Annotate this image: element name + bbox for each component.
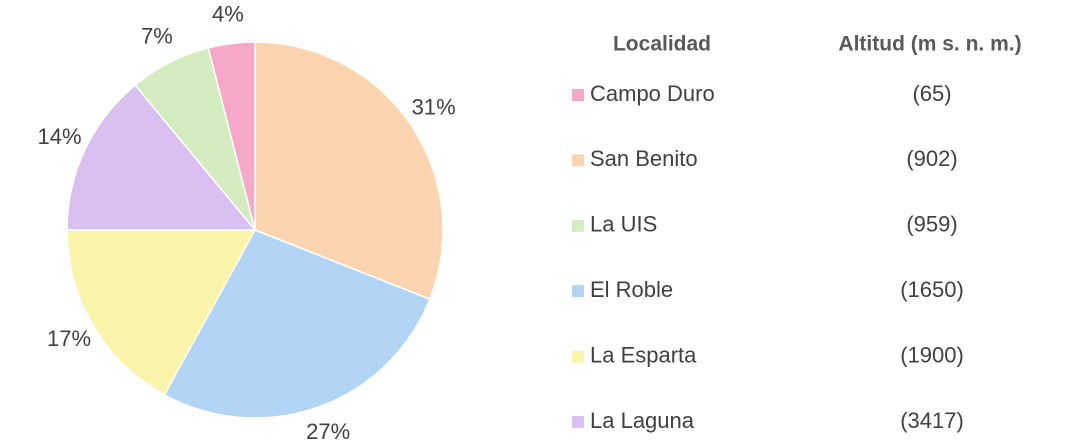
altitude: (65) bbox=[912, 81, 951, 106]
data-label: 7% bbox=[141, 23, 173, 48]
altitude: (959) bbox=[906, 212, 957, 237]
pie-slice bbox=[66, 84, 257, 231]
data-label: 14% bbox=[38, 124, 82, 149]
altitude: (1900) bbox=[900, 342, 964, 367]
legend-name: El Roble bbox=[590, 277, 673, 302]
legend-swatch bbox=[572, 89, 584, 101]
legend-swatch bbox=[572, 219, 584, 232]
legend-header: Altitud (m s. n. m.) bbox=[838, 33, 1021, 56]
legend-swatch bbox=[572, 154, 584, 167]
altitude: (1650) bbox=[900, 277, 964, 302]
data-label: 4% bbox=[212, 2, 244, 27]
data-label: 17% bbox=[47, 326, 91, 351]
legend-name: San Benito bbox=[590, 146, 698, 171]
legend-name: La Esparta bbox=[590, 342, 697, 367]
altitude: (3417) bbox=[900, 408, 964, 433]
pie-slice bbox=[254, 41, 444, 301]
data-label: 27% bbox=[306, 419, 350, 444]
legend-swatch bbox=[572, 416, 584, 428]
legend-header: Localidad bbox=[613, 33, 711, 56]
pie-slice bbox=[207, 41, 256, 231]
pie-slice bbox=[163, 229, 431, 419]
legend-name: La Laguna bbox=[590, 408, 695, 433]
data-label: 31% bbox=[412, 94, 456, 119]
legend-name: Campo Duro bbox=[590, 81, 715, 106]
legend-swatch bbox=[572, 285, 584, 298]
pie-slice bbox=[66, 229, 257, 396]
legend-swatch bbox=[572, 350, 584, 363]
legend-name: La UIS bbox=[590, 212, 657, 237]
altitude: (902) bbox=[906, 146, 957, 171]
